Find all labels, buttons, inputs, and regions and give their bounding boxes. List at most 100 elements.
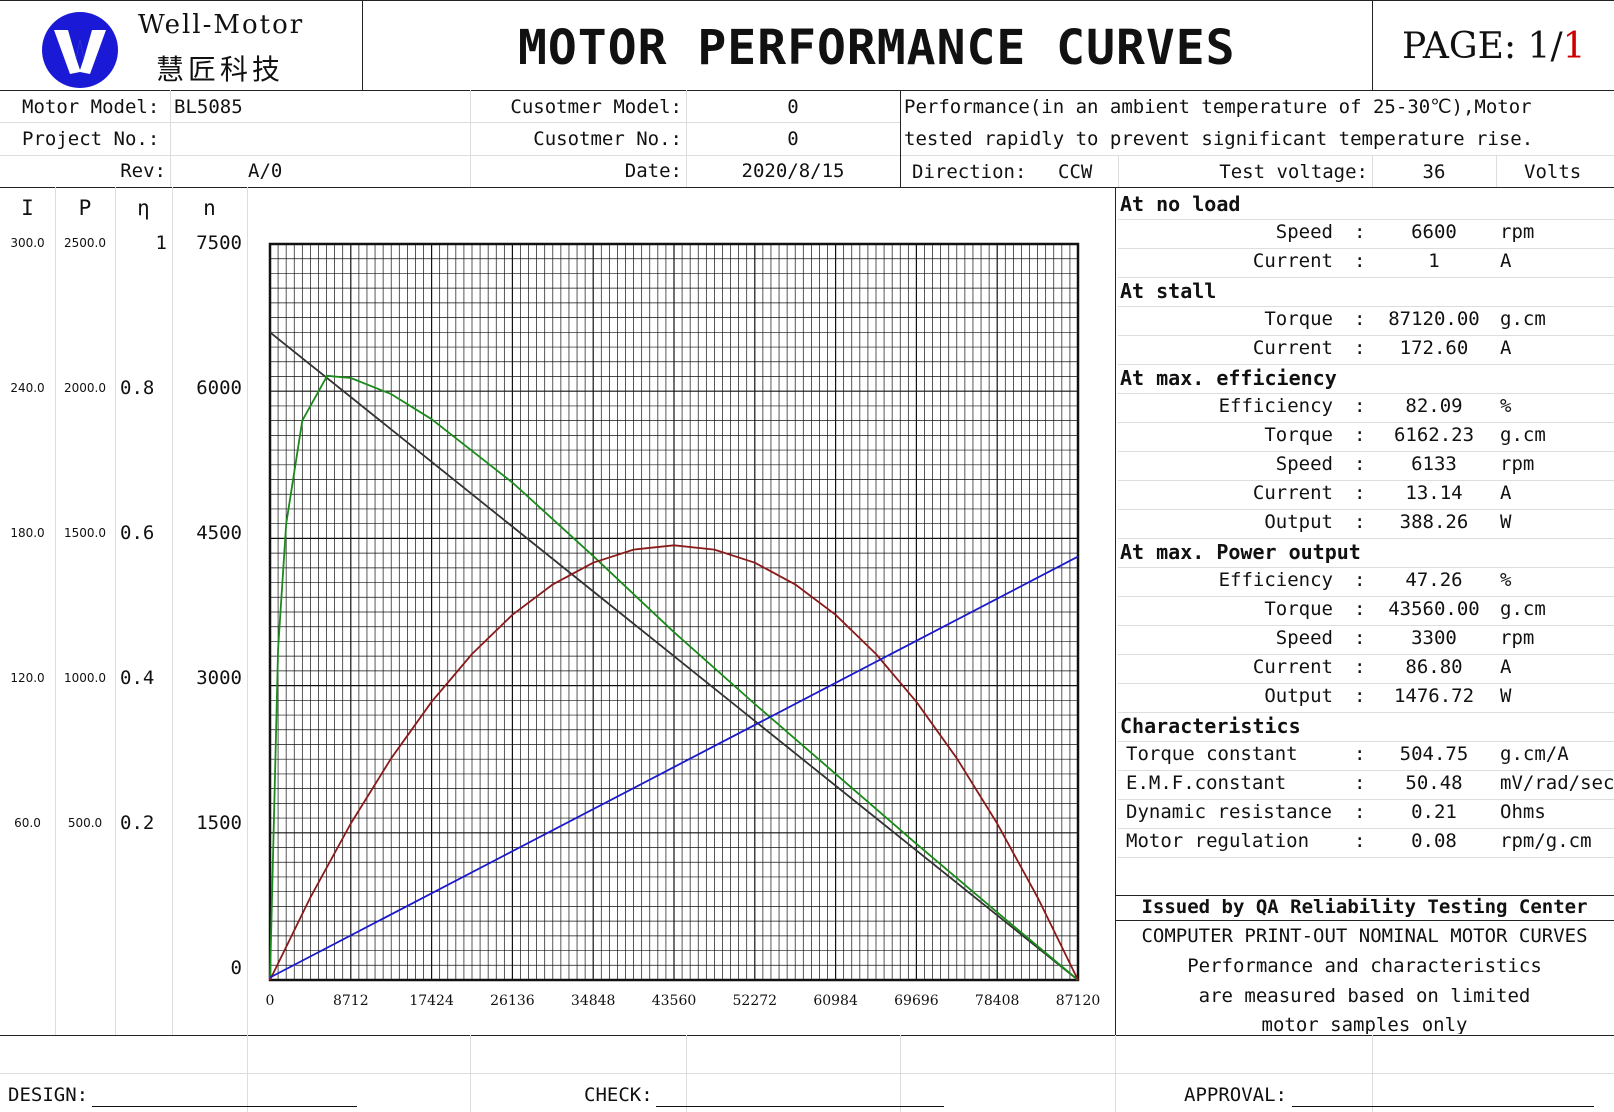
check-signature-line[interactable] xyxy=(656,1106,944,1107)
spec-label: Output xyxy=(1264,685,1333,707)
spec-unit: g.cm xyxy=(1500,424,1546,446)
spec-colon: : xyxy=(1354,482,1366,504)
x-tick-label: 26136 xyxy=(490,993,535,1009)
spec-label: Torque xyxy=(1264,308,1333,330)
page-current: 1/ xyxy=(1527,26,1563,67)
spec-unit: mV/rad/sec xyxy=(1500,772,1614,794)
efficiency-axis-tick: 0.2 xyxy=(120,812,155,834)
spec-colon: : xyxy=(1354,308,1366,330)
spec-label: Efficiency xyxy=(1218,395,1333,417)
issued-line-2: Performance and characteristics xyxy=(1187,955,1542,977)
speed-axis-tick: 0 xyxy=(230,957,242,979)
logo xyxy=(40,10,120,90)
current-axis-tick: 180.0 xyxy=(10,526,45,540)
spec-colon: : xyxy=(1354,569,1366,591)
issued-line-1: COMPUTER PRINT-OUT NOMINAL MOTOR CURVES xyxy=(1141,925,1588,947)
series-line-current xyxy=(269,555,1079,979)
spec-colon: : xyxy=(1354,250,1366,272)
page-label: PAGE: xyxy=(1402,26,1517,67)
spec-colon: : xyxy=(1354,801,1366,823)
series-line-efficiency xyxy=(269,374,1079,981)
axis-header-power: P xyxy=(78,196,92,220)
series-line-speed xyxy=(269,331,1079,981)
spec-colon: : xyxy=(1354,627,1366,649)
spec-label: Torque xyxy=(1264,424,1333,446)
power-axis-tick: 1500.0 xyxy=(64,526,106,540)
efficiency-axis-tick: 1 xyxy=(155,232,167,254)
spec-label: Torque xyxy=(1264,598,1333,620)
page-indicator: PAGE: 1/1 xyxy=(1402,26,1586,67)
x-tick-label: 78408 xyxy=(975,993,1020,1009)
power-axis-tick: 500.0 xyxy=(67,816,103,830)
date-value: 2020/8/15 xyxy=(741,160,845,182)
design-signature-line[interactable] xyxy=(92,1106,357,1107)
spec-value: 1 xyxy=(1428,250,1440,272)
power-axis-tick: 2000.0 xyxy=(64,381,106,395)
spec-colon: : xyxy=(1354,221,1366,243)
efficiency-axis-tick: 0.4 xyxy=(120,667,155,689)
spec-section-title: At stall xyxy=(1120,279,1217,303)
spec-value: 86.80 xyxy=(1405,656,1463,678)
x-tick-label: 69696 xyxy=(894,993,939,1009)
x-tick-label: 17424 xyxy=(409,993,454,1009)
direction-label: Direction: xyxy=(912,161,1027,183)
customer-model-label: Cusotmer Model: xyxy=(510,96,682,118)
customer-model-value: 0 xyxy=(787,96,799,118)
spec-colon: : xyxy=(1354,685,1366,707)
plot-border xyxy=(268,242,1080,982)
spec-value: 43560.00 xyxy=(1388,598,1480,620)
spec-label: E.M.F.constant xyxy=(1126,772,1287,794)
speed-axis-tick: 7500 xyxy=(196,232,242,254)
efficiency-axis-tick: 0.6 xyxy=(120,522,155,544)
spec-value: 172.60 xyxy=(1399,337,1469,359)
logo-cn: 慧匠科技 xyxy=(156,53,285,86)
x-tick-label: 52272 xyxy=(733,993,778,1009)
note-line-2: tested rapidly to prevent significant te… xyxy=(904,128,1534,150)
spec-unit: rpm xyxy=(1500,221,1535,243)
spec-unit: % xyxy=(1500,569,1512,591)
speed-axis-tick: 1500 xyxy=(196,812,242,834)
spec-unit: A xyxy=(1500,337,1512,359)
spec-value: 0.08 xyxy=(1411,830,1457,852)
current-axis-tick: 60.0 xyxy=(14,816,41,830)
spec-colon: : xyxy=(1354,395,1366,417)
spec-value: 6600 xyxy=(1411,221,1457,243)
spec-value: 50.48 xyxy=(1405,772,1463,794)
test-voltage-label: Test voltage: xyxy=(1219,161,1368,183)
direction-value: CCW xyxy=(1058,161,1093,183)
spec-unit: g.cm xyxy=(1500,308,1546,330)
issued-title: Issued by QA Reliability Testing Center xyxy=(1141,896,1588,918)
spec-label: Efficiency xyxy=(1218,569,1333,591)
spec-value: 47.26 xyxy=(1405,569,1463,591)
spec-colon: : xyxy=(1354,453,1366,475)
test-voltage-value: 36 xyxy=(1422,161,1446,183)
motor-model-value: BL5085 xyxy=(174,96,243,118)
axis-header-efficiency: η xyxy=(137,196,150,220)
spec-label: Speed xyxy=(1275,627,1333,649)
x-tick-label: 34848 xyxy=(571,993,616,1009)
volts-label: Volts xyxy=(1524,161,1582,183)
spec-colon: : xyxy=(1354,511,1366,533)
spec-unit: g.cm/A xyxy=(1500,743,1569,765)
spec-label: Speed xyxy=(1275,453,1333,475)
issued-line-4: motor samples only xyxy=(1261,1014,1468,1034)
spec-colon: : xyxy=(1354,598,1366,620)
spec-value: 6162.23 xyxy=(1393,424,1475,446)
spec-unit: A xyxy=(1500,482,1512,504)
spec-colon: : xyxy=(1354,337,1366,359)
x-tick-label: 87120 xyxy=(1056,993,1101,1009)
current-axis-tick: 120.0 xyxy=(10,671,45,685)
spec-value: 504.75 xyxy=(1399,743,1469,765)
spec-section-title: At max. Power output xyxy=(1120,540,1361,564)
page-total: 1 xyxy=(1562,26,1586,67)
spec-section-title: At max. efficiency xyxy=(1120,366,1337,390)
issued-line-3: are measured based on limited xyxy=(1198,985,1531,1007)
spec-label: Current xyxy=(1252,337,1333,359)
approval-signature-line[interactable] xyxy=(1292,1106,1594,1107)
spec-colon: : xyxy=(1354,743,1366,765)
spec-unit: W xyxy=(1500,511,1512,533)
spec-value: 87120.00 xyxy=(1388,308,1480,330)
power-axis-tick: 2500.0 xyxy=(64,236,106,250)
spec-label: Speed xyxy=(1275,221,1333,243)
